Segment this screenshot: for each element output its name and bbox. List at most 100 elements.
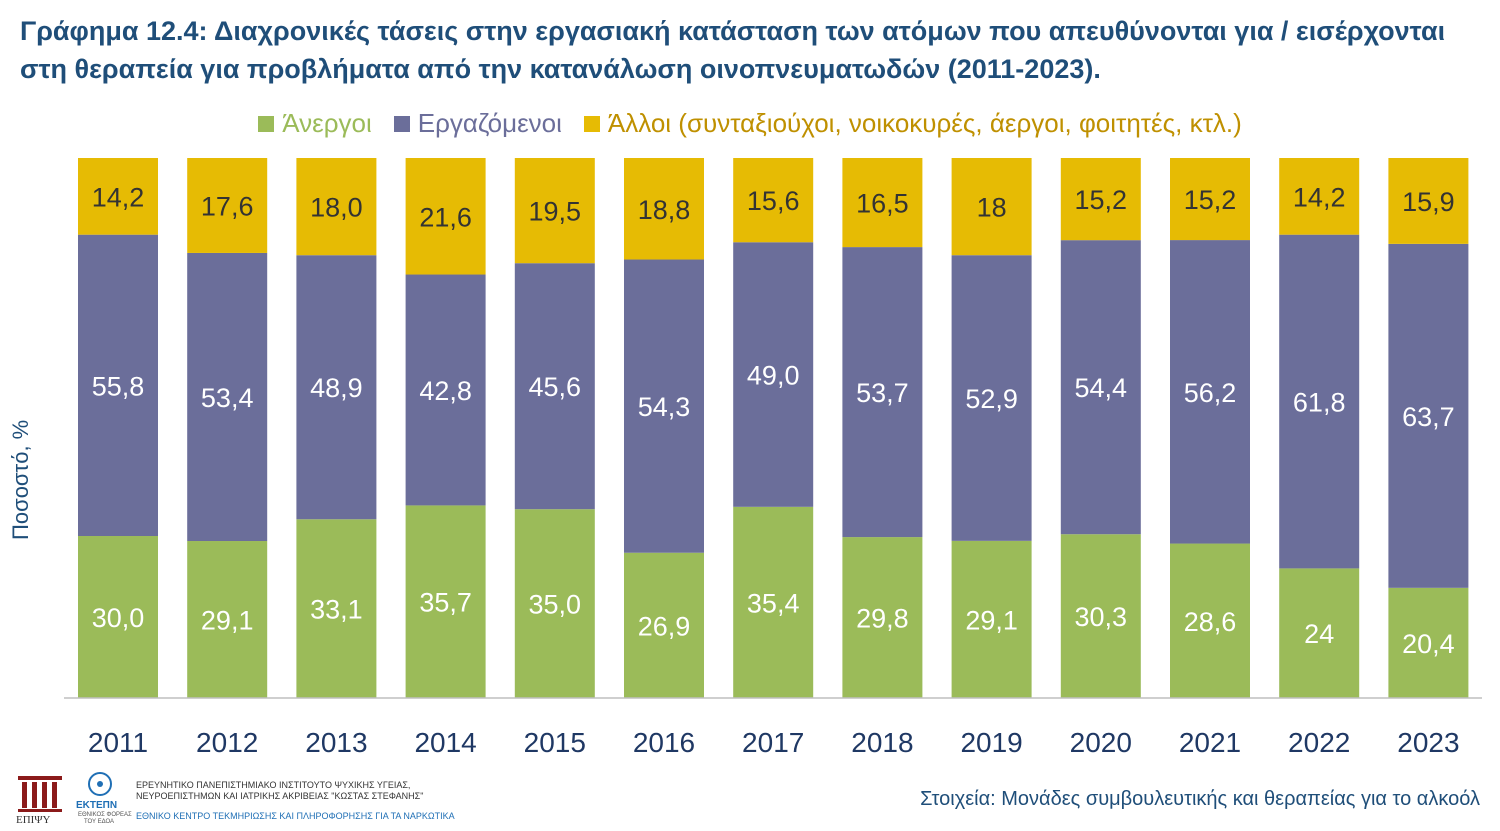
bar-segment-2014-2 [405, 274, 486, 506]
bar-segment-2020-3 [1060, 158, 1141, 241]
bar-segment-2013-2 [296, 255, 377, 520]
x-tick-label-2022: 2022 [1288, 727, 1350, 758]
bar-segment-2015-1 [514, 509, 595, 698]
epipsy-logo-text: ΕΠΙΨΥ [16, 814, 51, 826]
ektepn-logo-icon [88, 772, 112, 796]
data-label-2011-2: 55,8 [92, 371, 145, 401]
bar-segment-2011-2 [78, 234, 158, 536]
bar-segment-2021-1 [1170, 543, 1250, 698]
data-label-2011-1: 30,0 [92, 603, 145, 633]
source-note: Στοιχεία: Μονάδες συμβουλευτικής και θερ… [920, 788, 1480, 810]
x-tick-label-2013: 2013 [305, 727, 367, 758]
data-label-2021-3: 15,2 [1184, 185, 1237, 215]
x-tick-label-2015: 2015 [524, 727, 586, 758]
legend-swatch [258, 115, 275, 132]
bar-segment-2016-1 [624, 552, 704, 698]
data-label-2017-2: 49,0 [747, 361, 800, 391]
data-label-2017-3: 15,6 [747, 186, 800, 216]
bar-segment-2011-1 [78, 536, 158, 698]
legend-label: Άλλοι (συνταξιούχοι, νοικοκυρές, άεργοι,… [607, 108, 1242, 138]
ektepn-logo-text: ΕΚΤΕΠΝ [76, 800, 118, 811]
data-label-2019-2: 52,9 [965, 384, 1018, 414]
bar-segment-2018-3 [842, 158, 923, 248]
bar-segment-2012-2 [187, 252, 268, 542]
data-label-2014-2: 42,8 [419, 376, 472, 406]
data-label-2018-2: 53,7 [856, 378, 909, 408]
bar-segment-2013-1 [296, 519, 377, 698]
data-label-2022-1: 24 [1304, 619, 1334, 649]
data-label-2015-1: 35,0 [529, 590, 582, 620]
ektepn-logo-sub1: ΕΘΝΙΚΟΣ ΦΟΡΕΑΣ [78, 812, 132, 818]
bar-segment-2017-2 [733, 242, 814, 507]
data-label-2014-3: 21,6 [419, 202, 472, 232]
data-label-2016-1: 26,9 [638, 611, 691, 641]
bar-segment-2021-2 [1170, 240, 1250, 544]
data-label-2023-3: 15,9 [1402, 187, 1455, 217]
bar-segment-2015-3 [514, 158, 595, 264]
data-label-2013-2: 48,9 [310, 373, 363, 403]
x-tick-label-2016: 2016 [633, 727, 695, 758]
legend-swatch [583, 115, 600, 132]
centre-line: ΕΘΝΙΚΟ ΚΕΝΤΡΟ ΤΕΚΜΗΡΙΩΣΗΣ ΚΑΙ ΠΛΗΡΟΦΟΡΗΣ… [136, 811, 455, 821]
bar-segment-2022-1 [1279, 568, 1360, 698]
bar-segment-2017-3 [733, 158, 814, 243]
data-label-2016-2: 54,3 [638, 392, 691, 422]
institute-line-1: ΕΡΕΥΝΗΤΙΚΟ ΠΑΝΕΠΙΣΤΗΜΙΑΚΟ ΙΝΣΤΙΤΟΥΤΟ ΨΥΧ… [136, 780, 411, 790]
legend-item-3: Άλλοι (συνταξιούχοι, νοικοκυρές, άεργοι,… [583, 108, 1242, 139]
x-tick-label-2012: 2012 [196, 727, 258, 758]
x-tick-label-2020: 2020 [1070, 727, 1132, 758]
x-tick-label-2019: 2019 [960, 727, 1022, 758]
legend-item-2: Εργαζόμενοι [393, 108, 562, 139]
data-label-2019-3: 18 [977, 193, 1007, 223]
bar-segment-2012-3 [187, 158, 268, 253]
data-label-2015-2: 45,6 [529, 372, 582, 402]
footer-logos: ΕΠΙΨΥ ΕΚΤΕΠΝ ΕΘΝΙΚΟΣ ΦΟΡΕΑΣ ΤΟΥ ΕΔΟΑ ΕΡΕ… [10, 768, 455, 828]
data-label-2012-2: 53,4 [201, 383, 254, 413]
legend-swatch [393, 115, 410, 132]
x-tick-label-2014: 2014 [414, 727, 476, 758]
bar-segment-2017-1 [733, 506, 814, 698]
bar-segment-2011-3 [78, 158, 158, 235]
bar-segment-2012-1 [187, 541, 268, 698]
data-label-2011-3: 14,2 [92, 182, 145, 212]
data-label-2014-1: 35,7 [419, 588, 472, 618]
bar-segment-2022-2 [1279, 234, 1360, 569]
bar-segment-2018-2 [842, 247, 923, 538]
data-label-2016-3: 18,8 [638, 195, 691, 225]
x-tick-label-2011: 2011 [88, 727, 148, 758]
data-label-2018-1: 29,8 [856, 604, 909, 634]
data-label-2020-3: 15,2 [1075, 185, 1128, 215]
data-label-2021-1: 28,6 [1184, 607, 1237, 637]
legend-label: Άνεργοι [282, 108, 372, 138]
bar-segment-2020-1 [1060, 534, 1141, 698]
x-tick-label-2017: 2017 [742, 727, 804, 758]
bar-segment-2023-3 [1388, 158, 1469, 244]
data-label-2023-1: 20,4 [1402, 629, 1455, 659]
epipsy-logo-icon [18, 776, 62, 812]
x-tick-label-2021: 2021 [1179, 727, 1241, 758]
data-label-2022-3: 14,2 [1293, 182, 1346, 212]
bar-segment-2021-3 [1170, 158, 1250, 241]
institute-line-2: ΝΕΥΡΟΕΠΙΣΤΗΜΩΝ ΚΑΙ ΙΑΤΡΙΚΗΣ ΑΚΡΙΒΕΙΑΣ "Κ… [136, 791, 424, 801]
bar-segment-2023-1 [1388, 587, 1469, 698]
bar-segment-2019-1 [951, 540, 1032, 698]
legend-label: Εργαζόμενοι [417, 108, 562, 138]
chart-title-text: : Διαχρονικές τάσεις στην εργασιακή κατά… [20, 16, 1446, 84]
legend-item-1: Άνεργοι [258, 108, 372, 139]
x-tick-label-2018: 2018 [851, 727, 913, 758]
data-label-2022-2: 61,8 [1293, 388, 1346, 418]
bar-segment-2023-2 [1388, 243, 1469, 588]
x-tick-label-2023: 2023 [1397, 727, 1459, 758]
data-label-2013-3: 18,0 [310, 193, 363, 223]
bar-segment-2020-2 [1060, 240, 1141, 535]
bar-segment-2022-3 [1279, 158, 1360, 235]
data-label-2012-1: 29,1 [201, 606, 254, 636]
data-label-2013-1: 33,1 [310, 595, 363, 625]
bar-segment-2014-1 [405, 505, 486, 698]
bar-segment-2013-3 [296, 158, 377, 256]
chart-title: Γράφημα 12.4: Διαχρονικές τάσεις στην ερ… [20, 12, 1490, 88]
data-label-2020-2: 54,4 [1075, 373, 1128, 403]
ektepn-logo-sub2: ΤΟΥ ΕΔΟΑ [84, 819, 115, 825]
data-label-2015-3: 19,5 [529, 197, 582, 227]
data-label-2018-3: 16,5 [856, 189, 909, 219]
